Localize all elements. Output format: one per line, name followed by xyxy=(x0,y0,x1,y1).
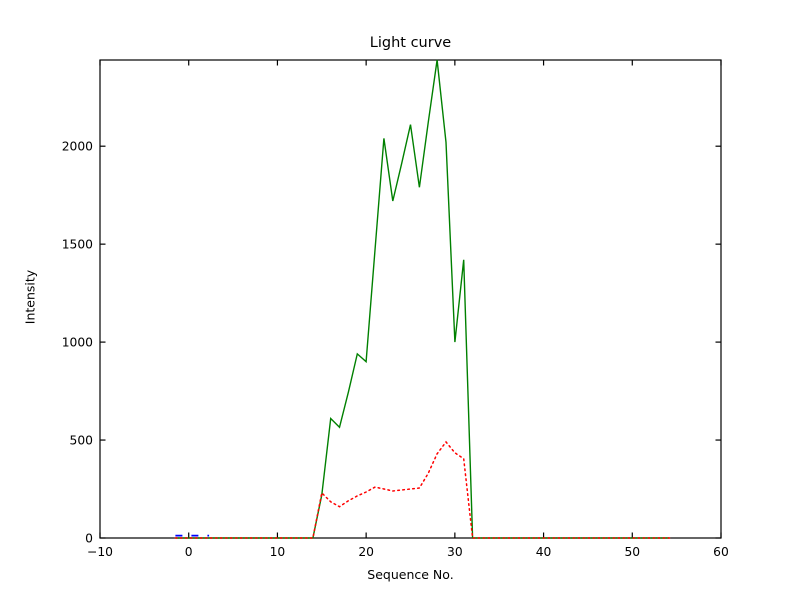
x-tick-label: 50 xyxy=(624,545,640,559)
y-tick-label: 2000 xyxy=(62,139,93,153)
y-axis-label: Intensity xyxy=(22,269,38,325)
x-tick-label: 60 xyxy=(713,545,729,559)
x-tick-label: 30 xyxy=(447,545,463,559)
x-axis-label: Sequence No. xyxy=(367,567,454,582)
secondary-light-curve-line xyxy=(174,440,671,539)
y-tick-label: 1000 xyxy=(62,335,93,349)
plot-border xyxy=(99,59,722,539)
x-tick-label: 0 xyxy=(185,545,193,559)
x-tick-label: 40 xyxy=(536,545,552,559)
x-tick-label: 20 xyxy=(358,545,374,559)
main-light-curve-line xyxy=(175,59,670,539)
y-tick-label: 0 xyxy=(85,531,93,545)
y-tick-label: 500 xyxy=(70,433,93,447)
y-tick-label: 1500 xyxy=(62,237,93,251)
x-tick-label: 10 xyxy=(270,545,286,559)
x-tick-label: −10 xyxy=(87,545,113,559)
chart-title: Light curve xyxy=(369,35,452,51)
